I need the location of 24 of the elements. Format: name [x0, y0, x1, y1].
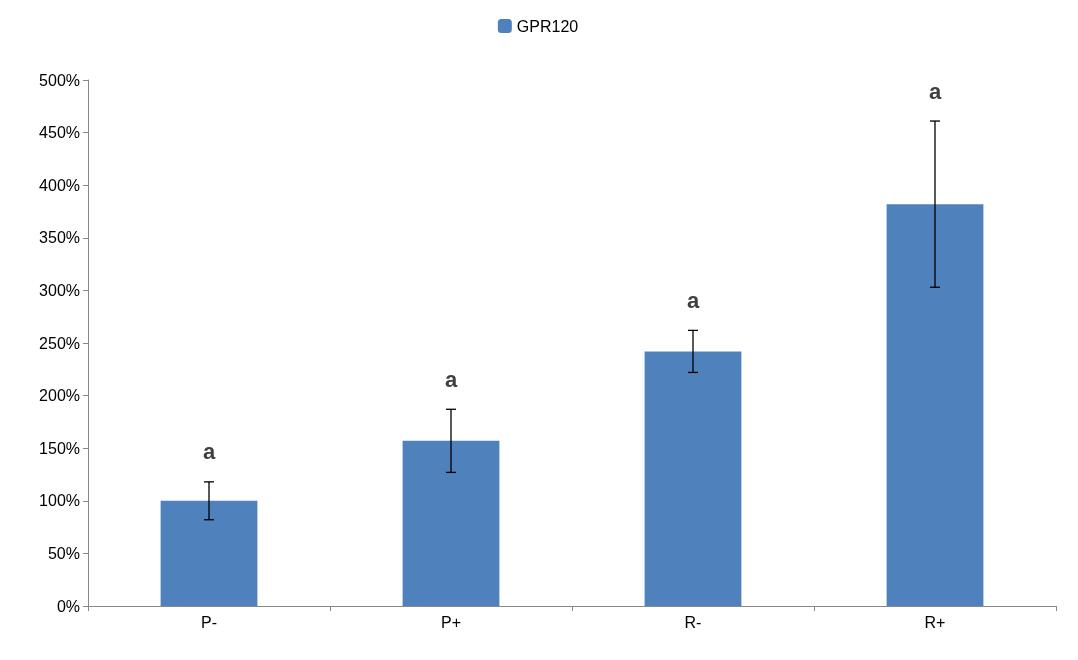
bar	[402, 440, 500, 606]
y-tick-label: 200%	[39, 387, 80, 405]
y-tick-label: 450%	[39, 124, 80, 142]
y-tick-label: 500%	[39, 71, 80, 89]
y-tick-label: 150%	[39, 439, 80, 457]
y-tick-label: 400%	[39, 176, 80, 194]
bar	[160, 500, 258, 606]
annotation: a	[928, 78, 942, 104]
y-tick-label: 300%	[39, 281, 80, 299]
y-tick-label: 100%	[39, 492, 80, 510]
legend-label: GPR120	[516, 17, 579, 35]
x-tick-label: P+	[440, 613, 462, 631]
x-tick-label: R+	[924, 613, 946, 631]
y-tick-label: 250%	[39, 334, 80, 352]
annotation: a	[686, 287, 700, 313]
x-tick-label: R-	[684, 613, 702, 631]
bar	[644, 351, 742, 606]
annotation: a	[444, 366, 458, 392]
y-tick-label: 350%	[39, 229, 80, 247]
y-tick-label: 0%	[56, 597, 80, 615]
x-tick-label: P-	[201, 613, 217, 631]
annotation: a	[202, 439, 216, 465]
bar	[886, 204, 984, 606]
y-tick-label: 50%	[47, 544, 80, 562]
